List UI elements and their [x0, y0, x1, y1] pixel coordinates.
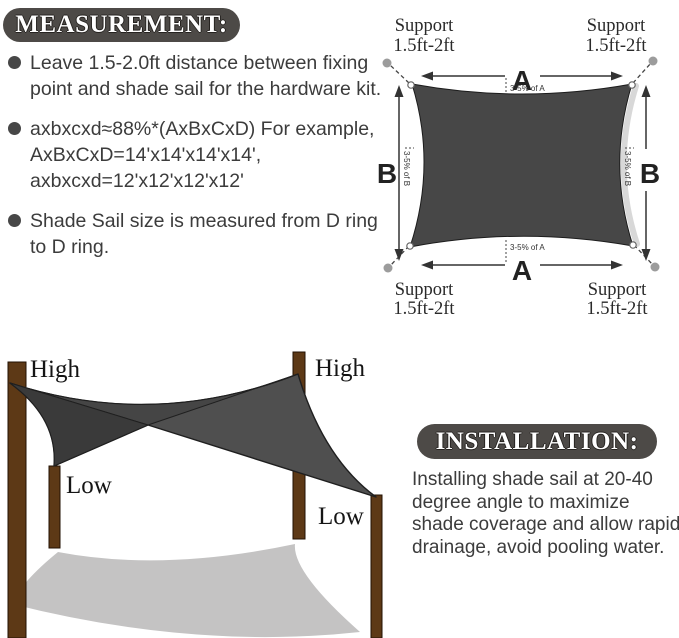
tether-line-bottom-right [633, 244, 654, 266]
measurement-bullet-list: Leave 1.5-2.0ft distance between fixing … [6, 50, 384, 274]
arrowhead-down [641, 249, 651, 261]
fixing-point-dot-top-right [648, 56, 658, 66]
ground-shadow [12, 544, 360, 638]
arrowhead-down [394, 249, 404, 261]
arrowhead-left [421, 71, 433, 81]
dimension-b-right: B 3-5% of B [623, 85, 660, 261]
sag-b-label: 3-5% of B [623, 151, 632, 186]
fixing-point-dot-bottom-right [650, 262, 660, 272]
tether-line-top-right [632, 62, 652, 84]
high-label-left: High [30, 356, 81, 383]
svg-text:1.5ft-2ft: 1.5ft-2ft [393, 36, 455, 56]
measurement-diagram: Support 1.5ft-2ft Support 1.5ft-2ft Supp… [377, 16, 660, 319]
arrowhead-up [641, 85, 651, 97]
shade-sail-shape [409, 83, 634, 248]
tether-line-top-left [389, 64, 410, 84]
low-label-left: Low [66, 472, 112, 499]
low-label-right: Low [318, 503, 364, 530]
post-high-left [7, 361, 27, 638]
svg-text:Support: Support [587, 16, 646, 36]
bullet-size-formula: axbxcxd≈88%*(AxBxCxD) For example, AxBxC… [6, 116, 384, 194]
sag-b-label: 3-5% of B [402, 151, 411, 186]
bullet-distance: Leave 1.5-2.0ft distance between fixing … [6, 50, 384, 102]
d-ring-top-left [407, 81, 415, 89]
high-label-right: High [315, 355, 366, 382]
post-low-right [370, 494, 383, 638]
dimension-a-top: A 3-5% of A [421, 65, 623, 96]
installation-header: INSTALLATION: [417, 424, 657, 459]
svg-text:1.5ft-2ft: 1.5ft-2ft [586, 299, 648, 319]
svg-text:A: A [512, 255, 532, 286]
support-label-top-left: Support 1.5ft-2ft [393, 16, 455, 56]
arrowhead-left [421, 260, 433, 270]
sag-a-label: 3-5% of A [510, 84, 545, 93]
d-ring-top-right [628, 81, 636, 89]
svg-text:Support: Support [588, 280, 647, 300]
support-label-bottom-left: Support 1.5ft-2ft [393, 280, 455, 319]
svg-text:Support: Support [395, 16, 454, 36]
sail-edge-highlight [620, 83, 640, 247]
shade-sail-top-face [9, 373, 299, 426]
installation-title: INSTALLATION: [435, 427, 639, 455]
dimension-a-bottom: A 3-5% of A [421, 240, 623, 286]
svg-text:A: A [512, 65, 532, 96]
d-ring-bottom-left [406, 242, 414, 250]
svg-text:Support: Support [395, 280, 454, 300]
sag-a-label: 3-5% of A [510, 243, 545, 252]
svg-text:1.5ft-2ft: 1.5ft-2ft [585, 36, 647, 56]
arrowhead-up [394, 85, 404, 97]
dimension-b-left: B 3-5% of B [377, 85, 414, 261]
fixing-point-dot-top-left [382, 58, 392, 68]
installation-text: Installing shade sail at 20-40 degree an… [412, 469, 679, 558]
bullet-d-ring: Shade Sail size is measured from D ring … [6, 208, 384, 260]
svg-text:B: B [377, 158, 397, 189]
shade-sail-front-face [9, 382, 149, 467]
support-label-bottom-right: Support 1.5ft-2ft [586, 280, 648, 319]
arrowhead-right [611, 71, 623, 81]
installation-scene: High High Low Low [7, 351, 383, 638]
arrowhead-right [611, 260, 623, 270]
d-ring-bottom-right [629, 241, 637, 249]
fixing-point-dot-bottom-left [383, 263, 393, 273]
measurement-header: MEASUREMENT: [3, 8, 240, 42]
svg-text:1.5ft-2ft: 1.5ft-2ft [393, 299, 455, 319]
tether-line-bottom-left [389, 245, 410, 267]
svg-text:B: B [640, 158, 660, 189]
support-label-top-right: Support 1.5ft-2ft [585, 16, 647, 56]
measurement-title: MEASUREMENT: [15, 11, 228, 38]
post-low-left [48, 465, 61, 549]
